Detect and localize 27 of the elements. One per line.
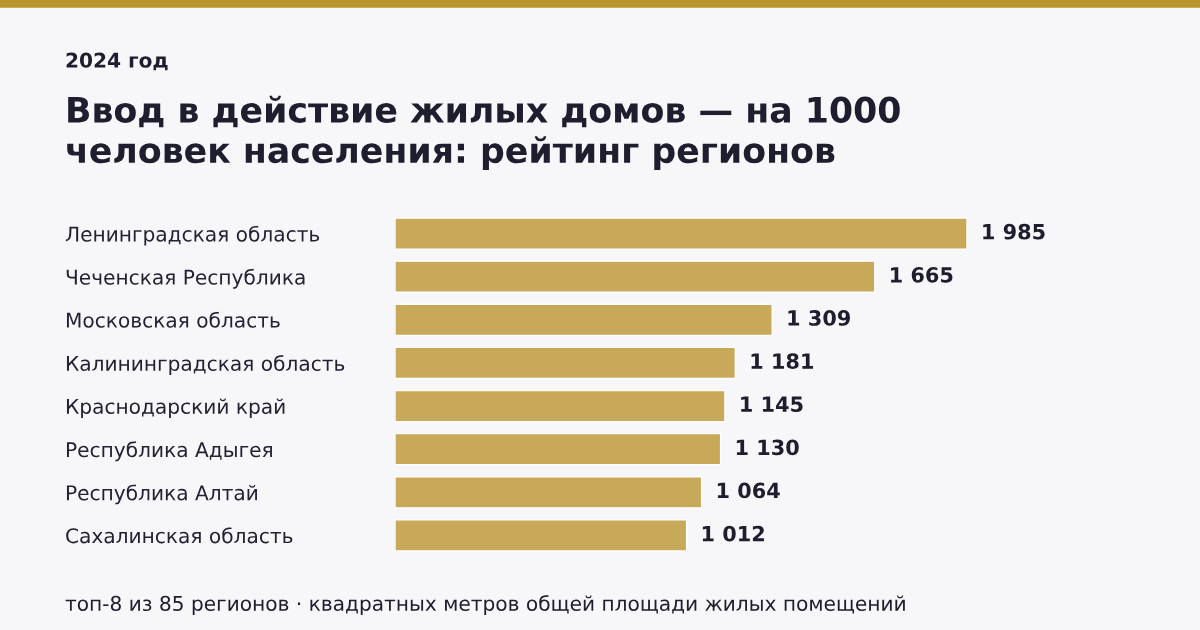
y-tick-label: Краснодарский край bbox=[66, 398, 285, 418]
data-label: 1 181 bbox=[751, 353, 814, 369]
bar bbox=[395, 217, 968, 250]
data-label: 1 130 bbox=[736, 439, 799, 456]
data-label: 1 665 bbox=[891, 266, 953, 283]
data-label: 1 012 bbox=[702, 525, 764, 542]
bar bbox=[395, 519, 688, 552]
bar bbox=[395, 260, 876, 293]
y-tick-label: Калининградская область bbox=[66, 355, 345, 375]
bar bbox=[395, 476, 703, 509]
bar bbox=[395, 303, 773, 337]
y-tick-label: Московская область bbox=[66, 311, 280, 328]
bar bbox=[395, 389, 726, 423]
data-label: 1 985 bbox=[983, 223, 1045, 240]
data-label: 1 309 bbox=[788, 310, 850, 326]
data-label: 1 064 bbox=[717, 482, 780, 499]
y-tick-label: Ленинградская область bbox=[65, 225, 320, 246]
y-tick-label: Сахалинская область bbox=[66, 527, 293, 544]
data-label: 1 145 bbox=[741, 396, 803, 413]
bar bbox=[395, 346, 737, 380]
bar bbox=[395, 432, 722, 466]
text: топ-8 из 85 регионов · квадратных метров общей площади жилых помещений bbox=[65, 595, 905, 615]
y-tick-label: Республика Адыгея bbox=[66, 441, 272, 462]
text: 2024 год bbox=[66, 52, 168, 71]
y-tick-label: Республика Алтай bbox=[66, 484, 257, 505]
y-tick-label: Чеченская Республика bbox=[66, 268, 305, 289]
chart-title: Ввод в действие жилых домов — на 1000 человек населения: рейтинг регионов bbox=[67, 95, 900, 170]
